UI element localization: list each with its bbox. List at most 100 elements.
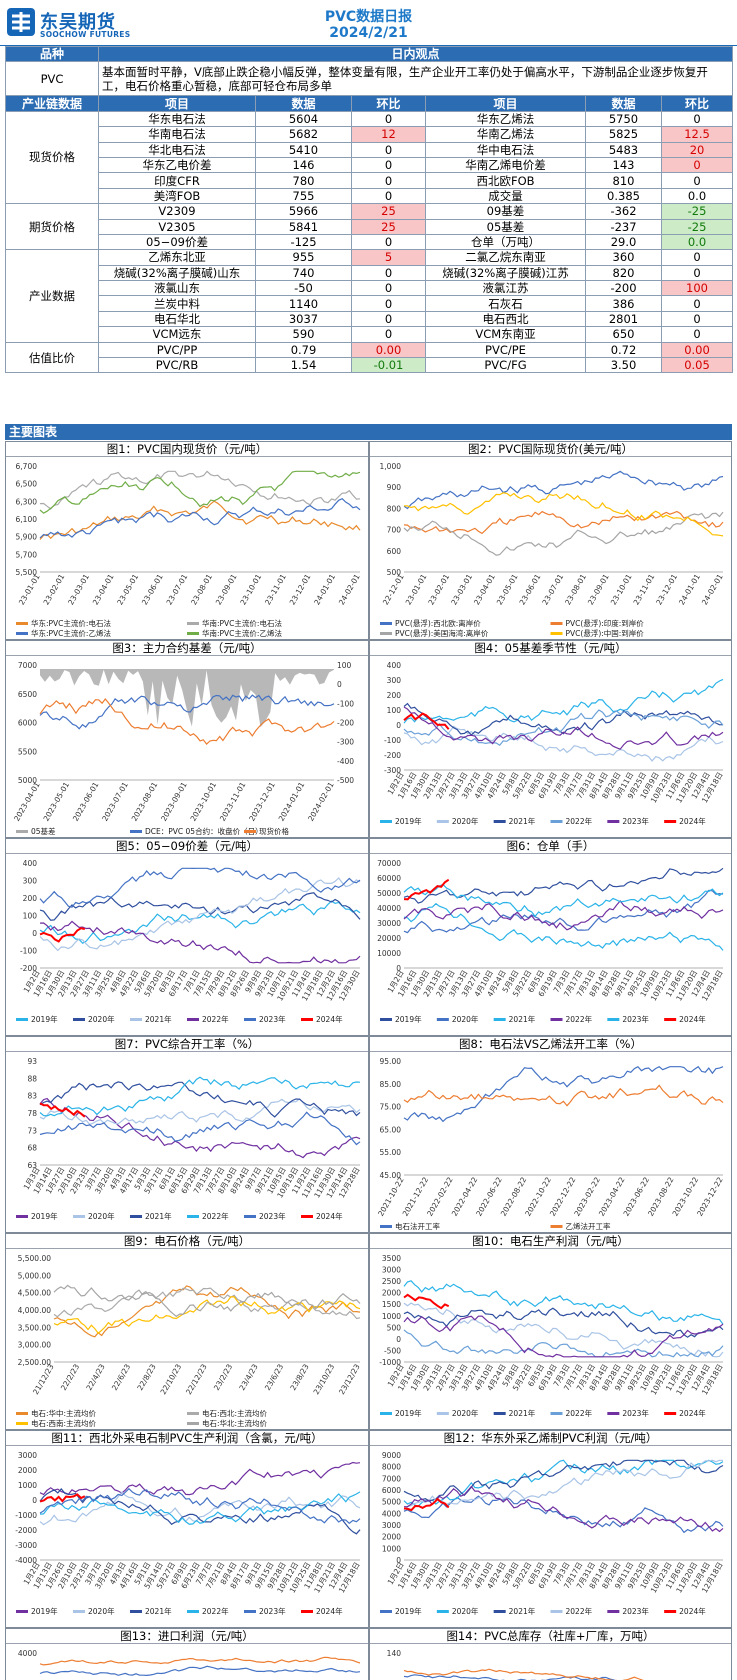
table-row: 现货价格 华东电石法 5604 0 华东乙烯法 5750 0 — [5, 110, 734, 205]
legend-swatch — [244, 1215, 256, 1218]
change-b: 100 — [660, 280, 734, 297]
y-tick-label: 4000 — [382, 1509, 401, 1518]
y2-tick-label: -200 — [337, 719, 354, 728]
value-b: 810 — [585, 172, 662, 189]
series-line — [53, 1296, 361, 1335]
y-tick-label: -4000 — [15, 1556, 37, 1565]
view-row: PVC 基本面暂时平静，V底部止跌企稳小幅反弹，整体变量有限，生产企业开工率仍处… — [5, 61, 734, 97]
y-tick-label: 5,700 — [16, 550, 38, 559]
variety-name: PVC — [5, 61, 99, 97]
x-tick-label: 22/8/23 — [135, 1362, 157, 1392]
change-b: 12.5 — [660, 126, 734, 143]
change-b: 0.00 — [660, 341, 734, 359]
change-a: 0 — [351, 326, 426, 343]
y-tick-label: 2500 — [382, 1277, 401, 1286]
chart-panel-14: 图14：PVC总库存（社库+厂库，万吨） 140120 — [369, 1628, 732, 1680]
legend-label: 2021年 — [145, 1014, 172, 1024]
item-a: PVC/RB — [98, 357, 256, 374]
table-header-row-2: 产业链数据 项目 数据 环比 项目 数据 环比 — [5, 95, 734, 112]
series-line — [403, 1485, 724, 1533]
item-b: 石灰石 — [425, 295, 586, 312]
item-b: PVC/FG — [425, 357, 586, 374]
y-tick-label: 1500 — [382, 1300, 401, 1309]
legend-label: PVC(悬浮):中国:到岸价 — [566, 628, 645, 638]
y-tick-label: 93 — [27, 1057, 37, 1066]
table-header-row-1: 品种 日内观点 — [5, 45, 734, 63]
series-line — [403, 867, 724, 904]
x-tick-label: 23/12/23 — [337, 1362, 362, 1396]
legend-label: 2020年 — [452, 1014, 479, 1024]
legend-swatch — [16, 830, 28, 833]
series-line — [403, 725, 724, 762]
y-tick-label: 5,500 — [16, 568, 38, 577]
x-tick-label: 21/12/23 — [31, 1362, 56, 1396]
value-a: 146 — [255, 156, 352, 174]
series-line — [403, 1329, 724, 1358]
legend-swatch — [16, 1422, 28, 1425]
series-line — [53, 1285, 361, 1338]
item-a: 华南电石法 — [98, 126, 256, 143]
series-line — [39, 1461, 361, 1496]
y-tick-label: 6000 — [382, 1486, 401, 1495]
x-tick-label: 23-05-01 — [115, 572, 140, 606]
y-tick-label: 60000 — [377, 874, 401, 883]
y-tick-label: -200 — [20, 964, 37, 973]
y-tick-label: 1000 — [382, 1312, 401, 1321]
header-chain: 产业链数据 — [5, 95, 99, 112]
y-tick-label: 5,500.00 — [18, 1254, 52, 1263]
item-a: V2305 — [98, 218, 256, 235]
legend-label: 2021年 — [145, 1606, 172, 1616]
legend-swatch — [607, 1018, 620, 1021]
legend-label: 2024年 — [679, 1408, 706, 1418]
chart-panel-2: 图2：PVC国际现货价(美元/吨） 1,000 900 800 700 600 500 22-… — [369, 441, 732, 640]
legend-swatch — [380, 632, 392, 635]
x-tick-label: 23-09-01 — [586, 572, 611, 606]
x-tick-label: 23-01-01 — [404, 572, 429, 606]
value-a: 5966 — [255, 203, 352, 220]
value-a: 740 — [255, 264, 352, 282]
series-line — [39, 1491, 361, 1526]
table-row: 兰炭中料 1140 0 石灰石 386 0 — [6, 295, 734, 312]
legend-swatch — [380, 820, 392, 823]
y-tick-label: 9000 — [382, 1451, 401, 1460]
series-line — [403, 899, 724, 931]
value-a: 955 — [255, 249, 352, 266]
value-a: 0.79 — [255, 341, 352, 359]
y-tick-label: 4,500.00 — [18, 1289, 52, 1298]
y-tick-label: 45.00 — [380, 1171, 402, 1180]
x-tick-label: 22/12/23 — [184, 1362, 209, 1396]
legend-label: 2019年 — [395, 1014, 422, 1024]
y-tick-label: -3000 — [15, 1541, 37, 1550]
legend-label: 2023年 — [259, 1606, 286, 1616]
x-tick-label: 23-09-01 — [214, 572, 239, 606]
y-tick-label: 2000 — [18, 1466, 37, 1475]
item-b: 烧碱(32%离子膜碱)江苏 — [425, 264, 586, 282]
y2-tick-label: -300 — [337, 738, 354, 747]
legend-label: 2021年 — [509, 1606, 536, 1616]
x-tick-label: 2023-07-01 — [100, 780, 130, 822]
x-tick-label: 23-10-01 — [238, 572, 263, 606]
change-a: 0 — [351, 310, 426, 328]
legend-label: 2023年 — [622, 1014, 649, 1024]
chart-plot: 7000060000500004000030000200001000001月2日… — [377, 859, 725, 1024]
y-tick-label: -2000 — [15, 1526, 37, 1535]
legend-label: 2024年 — [679, 1014, 706, 1024]
item-b: 电石西北 — [425, 310, 586, 328]
x-tick-label: 23-03-01 — [66, 572, 91, 606]
item-a: 烧碱(32%离子膜碱)山东 — [98, 264, 256, 282]
legend-swatch — [16, 622, 28, 625]
y-tick-label: 200 — [23, 894, 38, 903]
series-line — [403, 1280, 724, 1325]
chart-title: 图7：PVC综合开工率（%） — [6, 1037, 368, 1052]
legend-label: 2023年 — [622, 816, 649, 826]
series-line — [39, 1491, 361, 1525]
legend-swatch — [73, 1018, 85, 1021]
chart-panel-4: 图4：05基差季节性（元/吨） 400 300 200 100 0 -100 -200 -300… — [369, 640, 732, 838]
y-tick-label: 2000 — [382, 1533, 401, 1542]
logo-mark-icon — [7, 8, 35, 36]
header-value-a: 数据 — [255, 95, 352, 112]
change-a: 25 — [351, 203, 426, 220]
change-a: 0.00 — [351, 341, 426, 359]
legend-swatch — [16, 632, 28, 635]
